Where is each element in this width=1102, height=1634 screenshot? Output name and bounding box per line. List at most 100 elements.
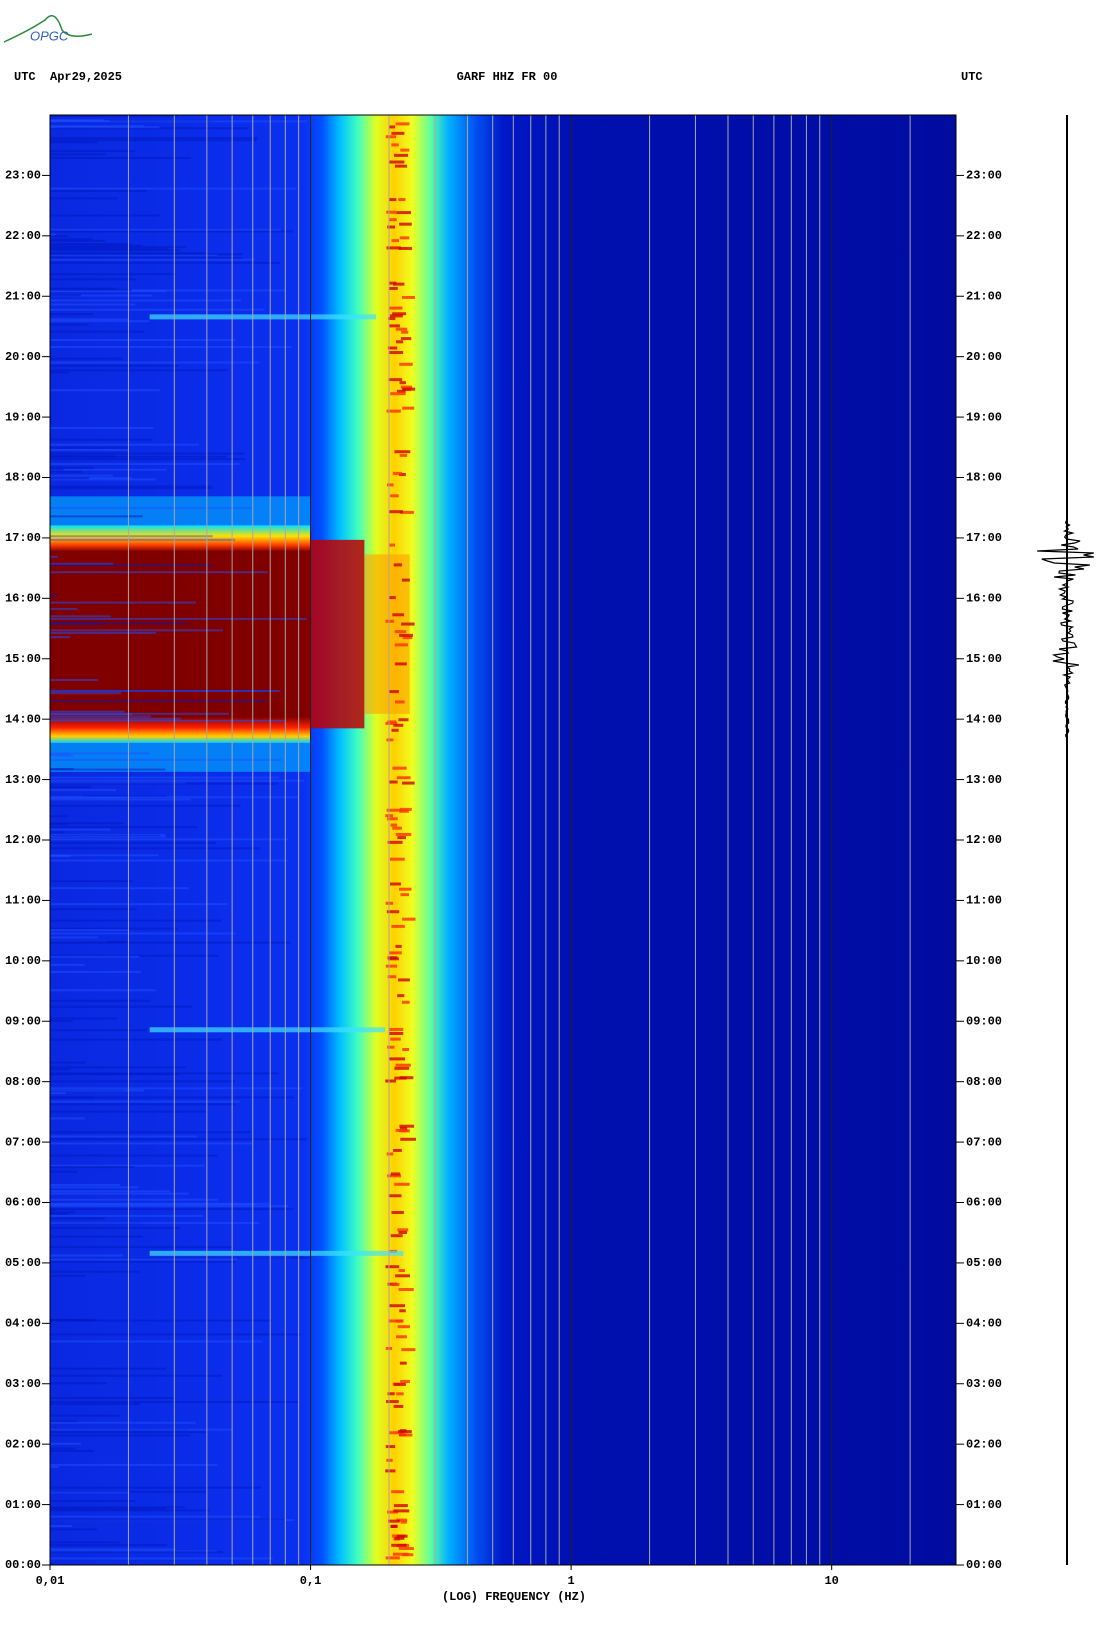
streak [50, 299, 242, 302]
timezone-left: UTC [14, 70, 36, 84]
streak [50, 1061, 86, 1064]
streak [50, 125, 145, 128]
y-tick-label-left: 07:00 [5, 1135, 41, 1149]
streak [50, 752, 150, 755]
streak [50, 230, 294, 233]
fleck [399, 362, 413, 366]
plot-area [49, 115, 956, 1565]
streak [50, 1414, 120, 1417]
x-tick-label: 0,1 [300, 1574, 322, 1588]
fleck [388, 125, 396, 129]
y-tick-label-left: 09:00 [5, 1014, 41, 1028]
streak [50, 1214, 204, 1217]
streak [50, 1506, 186, 1509]
streak [50, 932, 236, 935]
fleck [400, 1126, 408, 1130]
streak [50, 187, 297, 190]
plot-frame [49, 114, 957, 1566]
fleck [395, 1128, 408, 1132]
streak [50, 228, 281, 231]
streak [50, 1318, 97, 1321]
streak [50, 555, 58, 558]
streak [50, 313, 94, 316]
fleck [399, 453, 408, 457]
streak [50, 564, 212, 567]
fleck [399, 1361, 407, 1365]
fleck [398, 473, 406, 477]
streak [50, 446, 130, 449]
streak [50, 798, 191, 801]
fleck [396, 1518, 408, 1522]
fleck [392, 312, 407, 316]
streak [50, 1463, 218, 1466]
fleck [398, 1288, 414, 1292]
fleck [388, 1319, 404, 1323]
streak [149, 1027, 386, 1033]
y-tick-label-right: 08:00 [966, 1075, 1002, 1089]
fleck [388, 596, 396, 600]
fleck [394, 1536, 405, 1540]
streak [50, 345, 292, 348]
streak [50, 1205, 289, 1208]
streak [50, 700, 267, 703]
fleck [402, 636, 413, 640]
fleck [394, 450, 411, 454]
y-tick-label-right: 11:00 [966, 894, 1002, 908]
fleck [396, 776, 411, 780]
fleck [393, 1504, 408, 1508]
fleck [386, 409, 401, 413]
streak [50, 594, 58, 597]
fleck [390, 882, 401, 886]
y-tick-label-right: 05:00 [966, 1256, 1002, 1270]
streak [50, 1096, 295, 1099]
streak [50, 149, 136, 152]
streak [50, 323, 89, 326]
y-tick-label-right: 18:00 [966, 471, 1002, 485]
fleck [395, 944, 402, 948]
streak [50, 197, 118, 200]
fleck [391, 131, 405, 135]
fleck [386, 246, 401, 250]
fleck [387, 346, 398, 350]
y-tick-label-left: 00:00 [5, 1558, 41, 1572]
fleck [393, 1509, 410, 1513]
y-tick-label-right: 10:00 [966, 954, 1002, 968]
streak [50, 303, 136, 306]
streak [50, 929, 128, 932]
fleck [390, 494, 399, 498]
fleck [395, 1063, 411, 1067]
fleck [390, 1172, 401, 1176]
streak [149, 314, 377, 320]
y-tick-label-right: 14:00 [966, 712, 1002, 726]
fleck [398, 887, 412, 891]
streak [50, 1428, 232, 1431]
fleck [388, 543, 396, 547]
streak [50, 1551, 224, 1554]
y-tick-label-left: 15:00 [5, 652, 41, 666]
fleck [386, 738, 394, 742]
fleck [391, 1283, 400, 1287]
streak [50, 710, 125, 713]
y-tick-label-left: 21:00 [5, 289, 41, 303]
streak [50, 247, 168, 250]
streak [50, 919, 222, 922]
streak [50, 1092, 66, 1095]
fleck [388, 198, 397, 202]
y-tick-label-right: 02:00 [966, 1437, 1002, 1451]
y-tick-label-left: 12:00 [5, 833, 41, 847]
streak [50, 1442, 81, 1445]
fleck [385, 964, 398, 968]
streak [50, 239, 106, 242]
fleck [389, 160, 405, 164]
streak [50, 838, 289, 841]
fleck [388, 306, 403, 310]
streak [50, 1246, 233, 1249]
fleck [401, 1348, 416, 1352]
logo-text: OPGC [30, 28, 69, 43]
y-tick-label-left: 20:00 [5, 350, 41, 364]
fleck [395, 1274, 410, 1278]
streak [50, 1374, 222, 1377]
fleck [389, 857, 405, 861]
fleck [398, 198, 406, 202]
streak [50, 941, 291, 944]
